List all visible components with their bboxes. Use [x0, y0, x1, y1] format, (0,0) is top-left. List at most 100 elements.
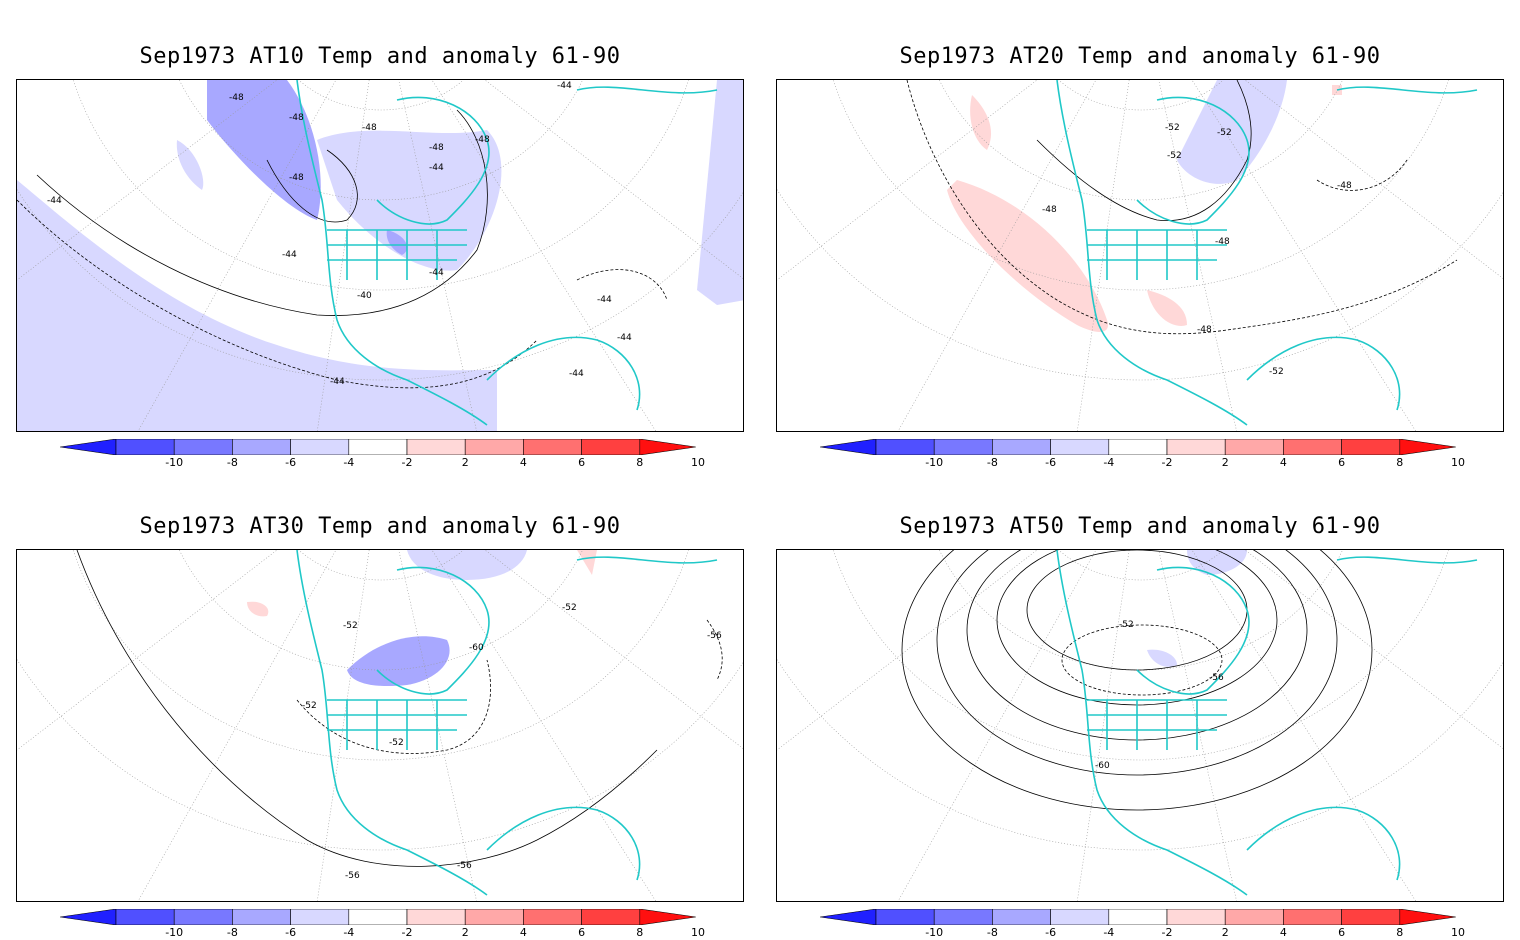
- colorbar-swatch: [60, 909, 117, 925]
- colorbar-swatch: [1050, 439, 1110, 455]
- svg-text:-48: -48: [429, 143, 444, 153]
- svg-text:-52: -52: [302, 701, 317, 711]
- colorbar-swatch: [348, 439, 408, 455]
- contour-labels-at20: -52 -52 -52 -48 -48 -48 -48 -52: [1042, 123, 1352, 377]
- panel-title-at20: Sep1973 AT20 Temp and anomaly 61-90: [899, 44, 1381, 69]
- colorbar-tick-label: 8: [636, 926, 644, 939]
- map-svg-at50: -52 -56 -60: [777, 550, 1503, 901]
- svg-text:-48: -48: [289, 113, 304, 123]
- colorbar-tick-label: 2: [1221, 456, 1229, 469]
- colorbar-swatch: [992, 439, 1051, 455]
- colorbar-swatch: [348, 909, 408, 925]
- svg-text:-44: -44: [330, 377, 345, 387]
- colorbar-swatch: [290, 909, 350, 925]
- svg-text:-44: -44: [597, 295, 612, 305]
- colorbar-swatch: [406, 909, 466, 925]
- colorbar-tick-label: -8: [226, 456, 238, 469]
- colorbar-swatches: [820, 439, 1456, 455]
- colorbar-tick-label: 2: [461, 456, 469, 469]
- map-svg-at30: -52 -52 -56 -60 -52 -52 -56 -56: [17, 550, 743, 901]
- colorbar-swatch: [290, 439, 350, 455]
- colorbar-tick-label: -10: [165, 926, 184, 939]
- colorbar-tick-label: 4: [519, 456, 527, 469]
- svg-text:-48: -48: [1197, 325, 1212, 335]
- colorbar-swatch: [60, 439, 117, 455]
- svg-text:-44: -44: [282, 250, 297, 260]
- colorbar-swatches: [60, 909, 696, 925]
- svg-text:-44: -44: [569, 369, 584, 379]
- colorbar-swatch: [1166, 909, 1226, 925]
- colorbar-tick-label: -2: [401, 456, 413, 469]
- svg-text:-44: -44: [47, 196, 62, 206]
- colorbar-tick-label: 6: [1338, 456, 1346, 469]
- contour-labels-at10: -48 -48 -48 -48 -48 -48 -44 -44 -44 -44 …: [47, 81, 632, 387]
- colorbar-swatch: [173, 909, 233, 925]
- colorbar-swatch: [820, 439, 877, 455]
- colorbar-swatch: [639, 439, 696, 455]
- colorbar-tick-label: 10: [691, 926, 705, 939]
- svg-text:-52: -52: [343, 621, 358, 631]
- colorbar-swatch: [523, 909, 582, 925]
- svg-text:-40: -40: [357, 291, 372, 301]
- map-panel-at50: -52 -56 -60: [776, 549, 1504, 902]
- colorbar-swatch: [933, 439, 993, 455]
- svg-text:-48: -48: [1337, 181, 1352, 191]
- svg-text:-52: -52: [562, 603, 577, 613]
- colorbar-swatch: [406, 439, 466, 455]
- colorbar-swatch: [464, 909, 524, 925]
- colorbar-swatch: [639, 909, 696, 925]
- colorbar-swatch: [1341, 909, 1401, 925]
- colorbar-swatch: [1166, 439, 1226, 455]
- colorbar-swatch: [1108, 909, 1168, 925]
- svg-text:-56: -56: [1209, 673, 1224, 683]
- panel-title-at30: Sep1973 AT30 Temp and anomaly 61-90: [139, 514, 621, 539]
- colorbar-swatch: [1399, 439, 1456, 455]
- colorbar-swatches: [820, 909, 1456, 925]
- svg-text:-52: -52: [1269, 367, 1284, 377]
- colorbar-swatches: [60, 439, 696, 455]
- colorbar-swatch: [232, 909, 291, 925]
- svg-text:-48: -48: [229, 93, 244, 103]
- colorbar-tick-label: 8: [636, 456, 644, 469]
- colorbar-tick-label: -6: [285, 456, 297, 469]
- colorbar-swatch: [1224, 909, 1284, 925]
- colorbar-tick-label: 4: [519, 926, 527, 939]
- colorbar-tick-label: -6: [285, 926, 297, 939]
- map-svg-at10: -48 -48 -48 -48 -48 -48 -44 -44 -44 -44 …: [17, 80, 743, 431]
- svg-text:-60: -60: [1095, 761, 1110, 771]
- svg-text:-52: -52: [1165, 123, 1180, 133]
- colorbar-swatch: [1341, 439, 1401, 455]
- panel-title-at10: Sep1973 AT10 Temp and anomaly 61-90: [139, 44, 621, 69]
- colorbar-tick-label: -4: [343, 456, 355, 469]
- svg-text:-44: -44: [429, 163, 444, 173]
- svg-text:-56: -56: [345, 871, 360, 881]
- svg-text:-48: -48: [289, 173, 304, 183]
- colorbar-tick-label: -4: [343, 926, 355, 939]
- colorbar-tick-label: -10: [165, 456, 184, 469]
- colorbar-swatch: [1224, 439, 1284, 455]
- colorbar-swatch: [875, 909, 935, 925]
- colorbar-tick-label: -4: [1103, 926, 1115, 939]
- svg-text:-48: -48: [1215, 237, 1230, 247]
- colorbar-tick-label: -8: [226, 926, 238, 939]
- colorbar-tick-label: 6: [578, 926, 586, 939]
- colorbar-tick-label: 8: [1396, 456, 1404, 469]
- svg-text:-52: -52: [389, 738, 404, 748]
- colorbar-tick-label: 6: [578, 456, 586, 469]
- colorbar-at20: -10 -8 -6 -4 -2 2 4 6 8 10: [820, 439, 1465, 469]
- colorbar-tick-label: -4: [1103, 456, 1115, 469]
- svg-text:-52: -52: [1167, 151, 1182, 161]
- svg-text:-48: -48: [1042, 205, 1057, 215]
- map-panel-at10: -48 -48 -48 -48 -48 -48 -44 -44 -44 -44 …: [16, 79, 744, 432]
- colorbar-tick-label: 10: [1451, 456, 1465, 469]
- contour-labels-at30: -52 -52 -56 -60 -52 -52 -56 -56: [302, 603, 722, 881]
- colorbar-swatch: [875, 439, 935, 455]
- colorbar-swatch: [115, 909, 175, 925]
- colorbar-tick-label: -2: [1161, 926, 1173, 939]
- colorbar-tick-label: 2: [1221, 926, 1229, 939]
- map-svg-at20: -52 -52 -52 -48 -48 -48 -48 -52: [777, 80, 1503, 431]
- map-panel-at20: -52 -52 -52 -48 -48 -48 -48 -52: [776, 79, 1504, 432]
- colorbar-swatch: [581, 909, 641, 925]
- colorbar-swatch: [992, 909, 1051, 925]
- colorbar-at10: -10 -8 -6 -4 -2 2 4 6 8 10: [60, 439, 705, 469]
